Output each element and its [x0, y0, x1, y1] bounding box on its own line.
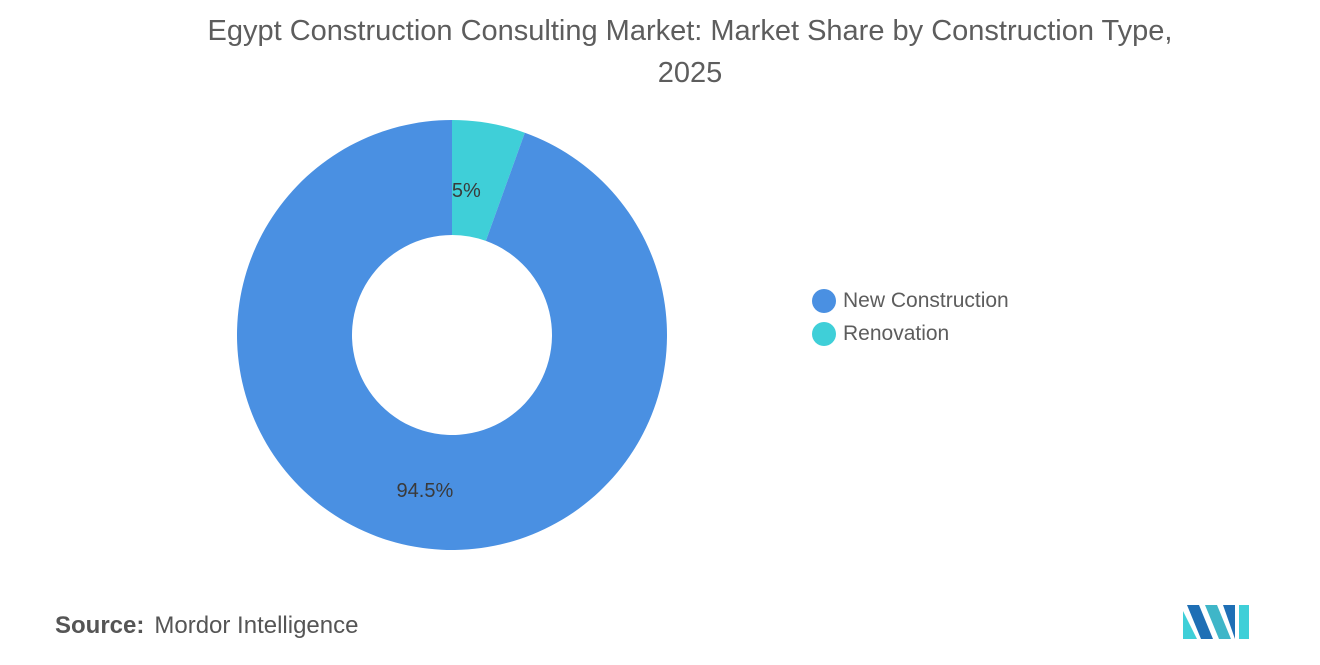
slice-new-construction[interactable] — [237, 120, 668, 550]
source-value: Mordor Intelligence — [154, 612, 359, 639]
chart-title: Egypt Construction Consulting Market: Ma… — [60, 10, 1320, 94]
data-label-new-construction: 94.5% — [397, 480, 454, 502]
legend-item-renovation[interactable]: Renovation — [812, 317, 1009, 350]
mordor-intelligence-logo-icon — [1183, 605, 1249, 639]
source-note: Source: Mordor Intelligence — [55, 612, 358, 640]
legend-label-renovation: Renovation — [843, 321, 950, 345]
legend-swatch-renovation — [812, 321, 836, 346]
chart-title-line-2: 2025 — [657, 57, 723, 89]
chart-title-line-1: Egypt Construction Consulting Market: Ma… — [207, 15, 1173, 47]
legend-label-new-construction: New Construction — [843, 288, 1009, 312]
source-label: Source: — [55, 612, 145, 639]
legend-item-new-construction[interactable]: New Construction — [812, 284, 1009, 317]
chart-legend: New Construction Renovation — [812, 284, 1009, 350]
slice-renovation[interactable] — [452, 120, 525, 241]
legend-swatch-new-construction — [812, 288, 836, 313]
